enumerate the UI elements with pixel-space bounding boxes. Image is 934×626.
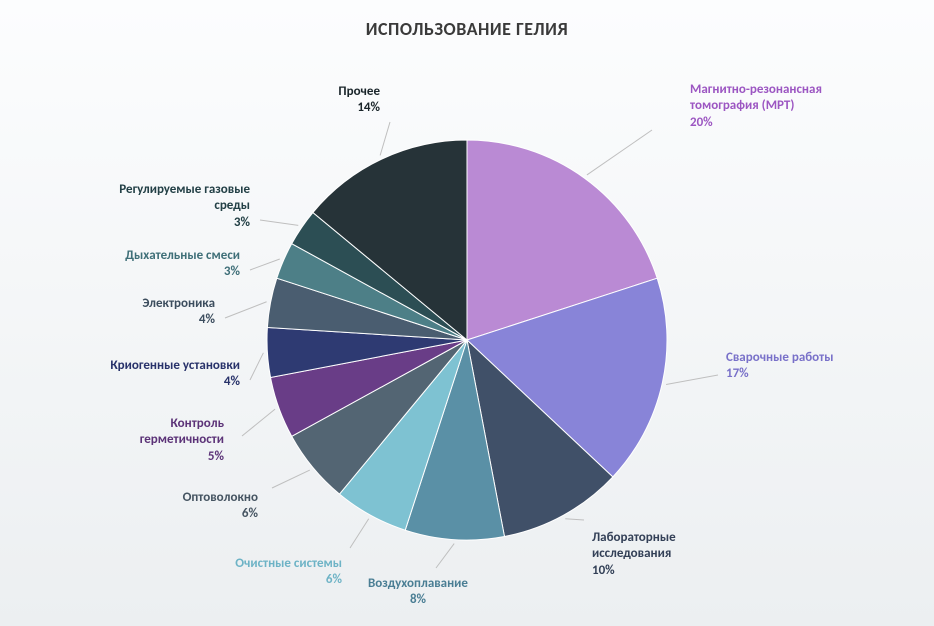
label-leader — [260, 220, 298, 225]
slice-label: Сварочные работы 17% — [726, 350, 834, 383]
slice-label: Прочее 14% — [338, 84, 380, 117]
slice-label: Электроника 4% — [142, 296, 215, 329]
label-leader — [436, 544, 454, 568]
label-leader — [250, 259, 280, 270]
label-leader — [272, 470, 310, 488]
label-leader — [350, 519, 369, 548]
slice-label: Дыхательные смеси 3% — [125, 248, 240, 281]
label-leader — [565, 519, 584, 520]
label-leader — [250, 353, 263, 380]
chart-container: ИСПОЛЬЗОВАНИЕ ГЕЛИЯ Магнитно-резонансная… — [0, 0, 934, 626]
slice-label: Оптоволокно 6% — [183, 490, 258, 523]
label-leader — [380, 122, 390, 155]
slice-label: Воздухоплавание 8% — [368, 576, 468, 609]
slice-label: Контроль герметичности 5% — [140, 416, 224, 465]
label-leader — [666, 375, 718, 385]
label-leader — [587, 130, 652, 175]
slice-label: Лабораторные исследования 10% — [592, 530, 676, 579]
slice-label: Регулируемые газовые среды 3% — [119, 182, 250, 231]
slice-label: Магнитно-резонансная томография (МРТ) 20… — [690, 82, 822, 131]
label-leader — [225, 302, 267, 318]
slice-label: Криогенные установки 4% — [110, 358, 240, 391]
label-leader — [242, 409, 275, 436]
slice-label: Очистные системы 6% — [235, 556, 342, 589]
